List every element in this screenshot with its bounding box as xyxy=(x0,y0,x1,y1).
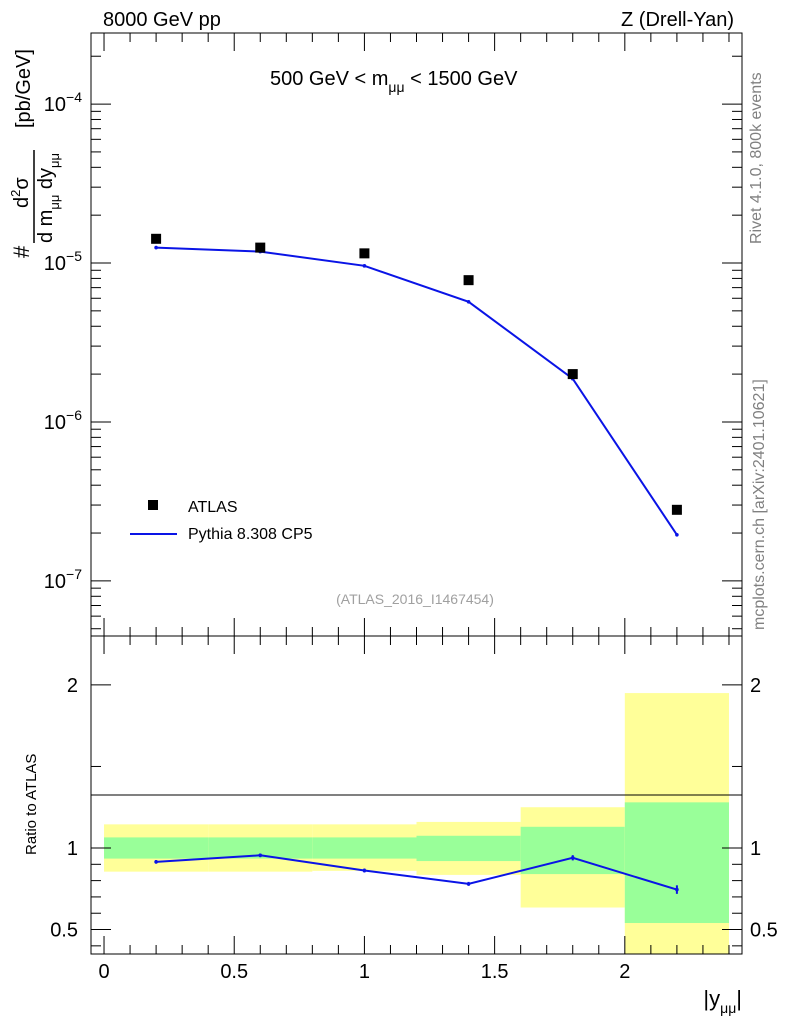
ratio-point xyxy=(362,868,367,873)
ratio-panel: 0.5 0.5 1 1 2 2 0 0.5 1 1.5 2 Ratio to ATLAS |yμμ… xyxy=(23,635,778,1016)
ratio-ytick-label-left: 0.5 xyxy=(50,920,78,942)
pythia-point xyxy=(675,532,679,537)
panel-title-prefix: 500 GeV < m xyxy=(270,68,388,90)
main-panel: 10−4 10−5 10−6 10−7 500 GeV < mμμ < 1500 Ge… xyxy=(8,32,743,637)
ratio-band-inner xyxy=(312,837,417,859)
ratio-band-inner xyxy=(208,837,313,859)
ratio-xtick-label: 2 xyxy=(619,961,630,983)
y-label-denominator: d mμμ dyμμ xyxy=(35,153,62,243)
ratio-ytick-label-right: 1 xyxy=(750,838,761,860)
ratio-point xyxy=(258,853,263,858)
panel-title: 500 GeV < mμμ < 1500 GeV xyxy=(270,68,518,95)
main-axis-ticks xyxy=(91,33,742,636)
ratio-bands xyxy=(104,693,729,954)
ratio-point xyxy=(570,855,575,860)
ratio-series xyxy=(154,853,679,894)
pythia-point xyxy=(362,264,367,268)
atlas-point xyxy=(567,369,578,380)
header-left: 8000 GeV pp xyxy=(103,9,221,31)
main-ytick-label: 10−7 xyxy=(44,566,82,593)
ratio-y-tick-labels: 0.5 0.5 1 1 2 2 xyxy=(50,675,778,942)
ratio-xtick-label: 0 xyxy=(98,961,109,983)
main-series xyxy=(151,233,682,537)
atlas-point xyxy=(255,242,266,253)
main-ytick-label: 10−6 xyxy=(44,407,82,434)
main-frame xyxy=(90,32,743,637)
ratio-point xyxy=(466,882,471,886)
main-ytick-label: 10−4 xyxy=(44,89,82,116)
atlas-point xyxy=(359,248,370,259)
main-y-axis-label: # d2σ d mμμ dyμμ [pb/GeV] xyxy=(8,49,62,258)
ratio-point xyxy=(154,860,158,864)
panel-title-suffix: < 1500 GeV xyxy=(405,68,519,90)
x-axis-label: |yμμ| xyxy=(703,986,742,1016)
y-label-hash: # xyxy=(9,245,34,258)
ratio-xtick-label: 1.5 xyxy=(481,961,509,983)
ratio-line xyxy=(156,854,678,891)
header-right: Z (Drell-Yan) xyxy=(621,9,734,31)
ratio-ytick-label-left: 1 xyxy=(67,838,78,860)
analysis-watermark: (ATLAS_2016_I1467454) xyxy=(336,591,494,607)
ratio-band-inner xyxy=(624,802,729,924)
legend-atlas-label: ATLAS xyxy=(188,499,238,516)
x-axis-label-prefix: |y xyxy=(703,986,720,1011)
x-axis-label-suffix: | xyxy=(736,986,742,1011)
ratio-band-inner xyxy=(104,837,209,859)
legend-atlas-marker xyxy=(148,500,158,510)
x-axis-label-sub: μμ xyxy=(720,1000,736,1016)
y-label-numerator: d2σ xyxy=(8,177,33,208)
pythia-point xyxy=(154,245,158,250)
ratio-point xyxy=(675,887,679,892)
ratio-ytick-label-right: 0.5 xyxy=(750,920,778,942)
main-ytick-label: 10−5 xyxy=(44,248,82,275)
panel-title-sub: μμ xyxy=(388,79,404,95)
ratio-xtick-label: 0.5 xyxy=(220,961,248,983)
ratio-y-axis-label: Ratio to ATLAS xyxy=(23,754,40,855)
legend-pythia-label: Pythia 8.308 CP5 xyxy=(188,526,313,543)
atlas-point xyxy=(151,233,162,244)
pythia-point xyxy=(466,300,471,304)
y-label-units: [pb/GeV] xyxy=(13,49,35,128)
ratio-xtick-label: 1 xyxy=(359,961,370,983)
pythia-line xyxy=(156,246,678,536)
ratio-band-inner xyxy=(416,835,521,862)
ratio-x-tick-labels: 0 0.5 1 1.5 2 xyxy=(98,961,630,983)
ratio-ytick-label-right: 2 xyxy=(750,675,761,697)
legend: ATLAS Pythia 8.308 CP5 xyxy=(130,499,313,543)
atlas-point xyxy=(671,504,682,515)
atlas-point xyxy=(463,275,474,286)
ratio-axis-ticks xyxy=(91,636,742,954)
rivet-label: Rivet 4.1.0, 800k events xyxy=(748,72,765,244)
ratio-ytick-label-left: 2 xyxy=(67,675,78,697)
mcplots-label: mcplots.cern.ch [arXiv:2401.10621] xyxy=(751,379,768,630)
main-y-tick-labels: 10−4 10−5 10−6 10−7 xyxy=(44,89,82,593)
